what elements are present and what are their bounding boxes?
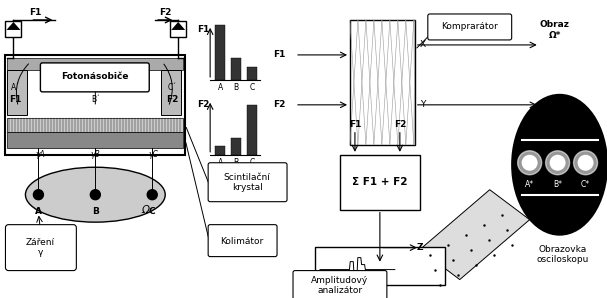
Text: F2: F2 bbox=[394, 120, 406, 129]
Text: F1: F1 bbox=[29, 8, 42, 18]
FancyBboxPatch shape bbox=[41, 63, 149, 92]
Bar bbox=[161, 70, 181, 115]
Bar bbox=[247, 67, 257, 80]
Text: F2: F2 bbox=[159, 8, 171, 18]
Bar bbox=[315, 247, 445, 285]
Text: γB: γB bbox=[90, 150, 100, 159]
Text: A: A bbox=[35, 207, 42, 216]
Text: Amplitudový
analizátor: Amplitudový analizátor bbox=[311, 276, 368, 295]
Text: γA: γA bbox=[35, 150, 45, 159]
FancyBboxPatch shape bbox=[5, 225, 76, 271]
Text: F2: F2 bbox=[273, 100, 285, 109]
FancyBboxPatch shape bbox=[208, 225, 277, 257]
Circle shape bbox=[546, 151, 569, 175]
Text: Záření
γ: Záření γ bbox=[26, 238, 55, 257]
Text: Z: Z bbox=[416, 243, 423, 252]
Text: F1: F1 bbox=[197, 25, 209, 35]
Bar bbox=[231, 138, 241, 155]
Circle shape bbox=[33, 190, 44, 200]
Text: C: C bbox=[149, 207, 155, 216]
Text: F2: F2 bbox=[166, 95, 178, 104]
Polygon shape bbox=[7, 22, 21, 30]
Bar bbox=[215, 146, 225, 155]
Text: Y: Y bbox=[420, 100, 425, 109]
Text: A*: A* bbox=[525, 180, 534, 189]
Text: Obraz
Ω*: Obraz Ω* bbox=[540, 20, 569, 40]
Text: X: X bbox=[420, 41, 426, 49]
Text: C*: C* bbox=[581, 180, 590, 189]
Circle shape bbox=[574, 151, 597, 175]
Bar bbox=[7, 118, 183, 132]
Text: Ω: Ω bbox=[141, 205, 149, 215]
Circle shape bbox=[578, 155, 594, 171]
Text: C´: C´ bbox=[168, 83, 177, 92]
Bar bbox=[170, 21, 186, 37]
Bar bbox=[7, 132, 183, 148]
Circle shape bbox=[549, 155, 566, 171]
Bar bbox=[350, 20, 415, 145]
Text: Kolimátor: Kolimátor bbox=[220, 237, 263, 246]
Text: Obrazovka
osciloskopu: Obrazovka osciloskopu bbox=[537, 245, 589, 264]
Text: Σ F1 + F2: Σ F1 + F2 bbox=[352, 177, 408, 187]
Ellipse shape bbox=[512, 95, 607, 235]
Circle shape bbox=[518, 151, 541, 175]
Bar bbox=[5, 55, 185, 155]
Polygon shape bbox=[171, 22, 185, 30]
Text: γC: γC bbox=[148, 150, 158, 159]
Circle shape bbox=[148, 190, 157, 200]
Text: B*: B* bbox=[553, 180, 562, 189]
Text: A´: A´ bbox=[11, 83, 20, 92]
Bar bbox=[5, 21, 21, 37]
Text: F2: F2 bbox=[197, 100, 209, 109]
Circle shape bbox=[90, 190, 100, 200]
Text: B: B bbox=[92, 207, 99, 216]
Text: B´: B´ bbox=[91, 95, 100, 104]
Bar bbox=[231, 58, 241, 80]
Text: A: A bbox=[217, 83, 223, 92]
Bar bbox=[340, 155, 420, 210]
Text: Komprarátor: Komprarátor bbox=[441, 22, 498, 32]
Text: A: A bbox=[217, 158, 223, 167]
Text: C: C bbox=[249, 158, 255, 167]
Text: C: C bbox=[249, 83, 255, 92]
Text: B: B bbox=[234, 83, 239, 92]
Text: F1: F1 bbox=[9, 95, 22, 104]
Bar bbox=[7, 70, 27, 115]
Text: F1: F1 bbox=[273, 50, 285, 59]
Text: Fotonásobiče: Fotonásobiče bbox=[61, 72, 129, 81]
Text: F1: F1 bbox=[349, 120, 361, 129]
Text: Scintilační
krystal: Scintilační krystal bbox=[223, 173, 271, 193]
Text: B: B bbox=[234, 158, 239, 167]
Polygon shape bbox=[420, 190, 530, 280]
FancyBboxPatch shape bbox=[208, 163, 287, 202]
Circle shape bbox=[521, 155, 538, 171]
FancyBboxPatch shape bbox=[428, 14, 512, 40]
FancyBboxPatch shape bbox=[293, 271, 387, 298]
Bar bbox=[215, 25, 225, 80]
Bar bbox=[7, 58, 183, 70]
Bar bbox=[247, 105, 257, 155]
Ellipse shape bbox=[25, 167, 165, 222]
